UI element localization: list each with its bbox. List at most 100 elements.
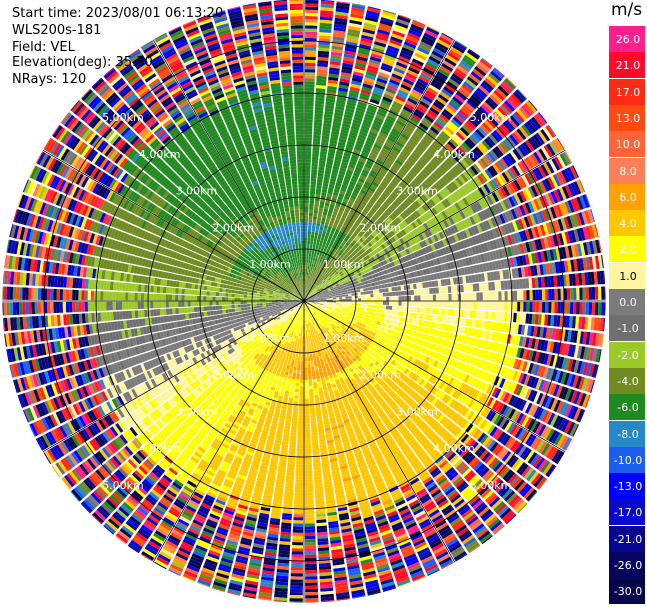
velocity-gate [345,301,349,304]
velocity-gate [384,54,397,61]
velocity-gate [312,266,315,271]
velocity-gate [375,312,379,317]
velocity-gate [376,173,384,180]
velocity-gate [408,138,418,146]
velocity-gate [404,75,416,83]
velocity-gate [354,237,359,243]
velocity-gate [317,172,324,177]
velocity-gate [463,310,467,318]
velocity-gate [442,301,446,308]
velocity-gate [345,104,356,110]
velocity-gate [319,239,324,244]
velocity-gate [438,68,450,78]
velocity-gate [446,103,457,113]
velocity-gate [328,257,332,261]
velocity-gate [311,291,314,294]
velocity-gate [358,224,364,230]
velocity-gate [460,284,464,293]
velocity-gate [366,68,378,75]
velocity-gate [378,313,382,318]
velocity-gate [385,288,389,293]
velocity-gate [304,156,311,160]
velocity-gate [482,282,486,291]
velocity-gate [363,233,369,239]
velocity-gate [307,281,309,285]
velocity-gate [382,96,393,103]
velocity-gate [314,260,317,265]
velocity-gate [324,258,328,263]
velocity-gate [403,189,411,197]
velocity-gate [444,106,456,116]
velocity-gate [364,113,375,120]
velocity-gate [468,73,481,84]
velocity-gate [308,219,313,223]
velocity-gate [407,32,421,41]
velocity-gate [304,209,309,213]
velocity-gate [319,277,323,281]
velocity-gate [324,170,331,175]
velocity-gate [450,285,455,293]
velocity-gate [404,38,418,46]
velocity-gate [311,159,319,164]
velocity-gate [306,278,308,282]
velocity-gate [393,27,407,35]
velocity-gate [395,306,399,311]
velocity-gate [312,156,319,161]
velocity-gate [304,78,315,82]
velocity-gate [429,301,433,308]
velocity-gate [339,238,344,243]
velocity-gate [324,107,334,112]
velocity-gate [320,278,324,282]
velocity-gate [346,251,351,256]
velocity-gate [379,20,393,27]
velocity-gate [352,74,364,80]
velocity-gate [328,243,333,248]
velocity-gate [355,59,368,65]
velocity-gate [363,310,367,314]
velocity-gate [383,201,390,208]
velocity-gate [449,49,462,59]
velocity-gate [329,142,337,148]
velocity-gate [379,301,383,305]
velocity-gate [444,286,449,293]
velocity-gate [304,100,314,104]
velocity-gate [327,155,335,160]
velocity-gate [398,55,411,64]
velocity-gate [310,290,313,294]
velocity-gate [338,291,342,294]
velocity-gate [355,242,360,248]
velocity-gate [315,194,321,199]
velocity-gate [342,181,349,187]
velocity-gate [331,171,338,177]
velocity-gate [357,49,370,56]
velocity-gate [306,295,309,298]
velocity-gate [357,137,366,143]
velocity-gate [305,278,307,282]
velocity-gate [330,51,343,57]
velocity-gate [361,200,367,206]
velocity-gate [417,46,430,55]
velocity-gate [311,172,317,176]
velocity-gate [369,128,379,135]
velocity-gate [424,64,437,73]
velocity-gate [446,80,458,90]
velocity-gate [306,256,309,260]
velocity-gate [335,150,344,156]
velocity-gate [310,190,316,195]
velocity-gate [333,30,346,35]
velocity-gate [314,106,324,111]
velocity-gate [311,231,315,236]
velocity-gate [323,179,329,184]
velocity-gate [418,44,431,53]
velocity-gate [366,307,371,312]
velocity-gate [321,279,325,283]
velocity-gate [317,60,329,64]
velocity-gate [493,90,505,101]
velocity-gate [364,301,368,305]
velocity-gate [488,282,492,291]
velocity-gate [306,295,310,298]
velocity-gate [320,236,325,241]
velocity-gate [385,186,393,194]
velocity-gate [429,107,440,116]
velocity-gate [382,292,386,297]
